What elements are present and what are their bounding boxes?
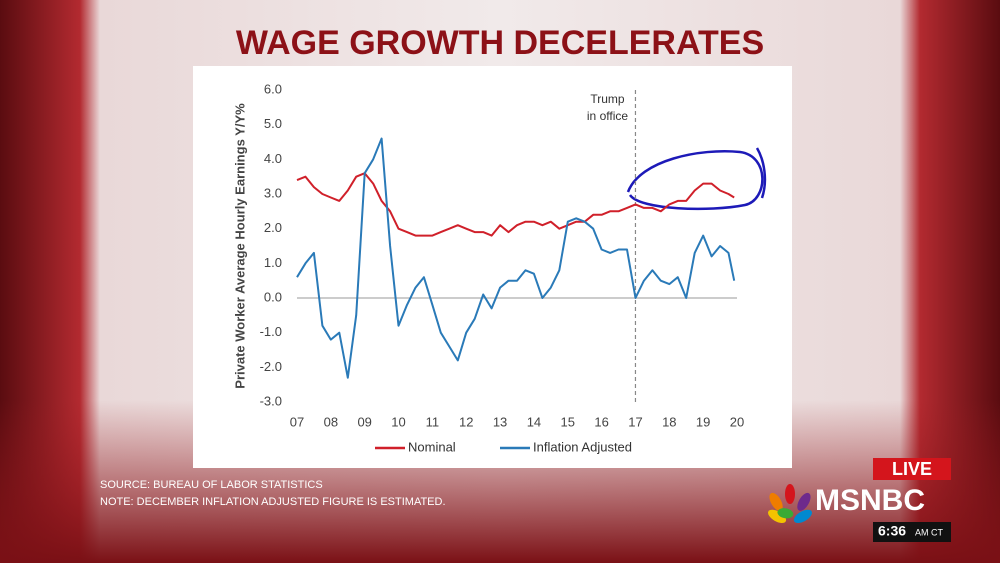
x-tick-label: 19 — [696, 414, 710, 429]
y-tick-label: -1.0 — [260, 324, 282, 339]
clock-time: 6:36 — [878, 523, 906, 539]
x-tick-label: 10 — [391, 414, 405, 429]
y-tick-label: 0.0 — [264, 289, 282, 304]
y-tick-label: 4.0 — [264, 151, 282, 166]
x-tick-label: 07 — [290, 414, 304, 429]
x-tick-label: 13 — [493, 414, 507, 429]
clock-zone: AM CT — [915, 527, 944, 537]
y-axis-label: Private Worker Average Hourly Earnings Y… — [232, 103, 247, 389]
source-note: SOURCE: BUREAU OF LABOR STATISTICS — [100, 479, 323, 491]
line-series — [296, 172, 735, 237]
x-tick-label: 20 — [730, 414, 744, 429]
hand-drawn-stroke — [755, 147, 767, 199]
chart-panel — [193, 66, 792, 468]
source-note: NOTE: DECEMBER INFLATION ADJUSTED FIGURE… — [100, 496, 446, 508]
y-tick-label: 2.0 — [264, 220, 282, 235]
peacock-logo — [768, 484, 812, 524]
legend-label: Nominal — [408, 439, 456, 454]
headline: WAGE GROWTH DECELERATES — [236, 24, 764, 62]
x-tick-label: 15 — [561, 414, 575, 429]
line-series — [296, 137, 736, 379]
x-tick-label: 09 — [357, 414, 371, 429]
annotation-text: in office — [587, 109, 628, 123]
clock-badge — [873, 522, 951, 542]
x-tick-label: 12 — [459, 414, 473, 429]
live-badge — [873, 458, 951, 480]
x-tick-label: 18 — [662, 414, 676, 429]
legend-label: Inflation Adjusted — [533, 439, 632, 454]
live-text: LIVE — [892, 459, 932, 479]
y-tick-label: -2.0 — [260, 359, 282, 374]
hand-drawn-circle — [626, 150, 764, 211]
annotation-text: Trump — [590, 92, 625, 106]
network-logo: MSNBC — [815, 484, 925, 517]
y-tick-label: 6.0 — [264, 81, 282, 96]
x-tick-label: 14 — [527, 414, 541, 429]
y-tick-label: 3.0 — [264, 185, 282, 200]
x-tick-label: 11 — [426, 414, 440, 429]
y-tick-label: -3.0 — [260, 393, 282, 408]
y-tick-label: 5.0 — [264, 116, 282, 131]
x-tick-label: 16 — [594, 414, 608, 429]
x-tick-label: 08 — [324, 414, 338, 429]
y-tick-label: 1.0 — [264, 255, 282, 270]
x-tick-label: 17 — [628, 414, 642, 429]
